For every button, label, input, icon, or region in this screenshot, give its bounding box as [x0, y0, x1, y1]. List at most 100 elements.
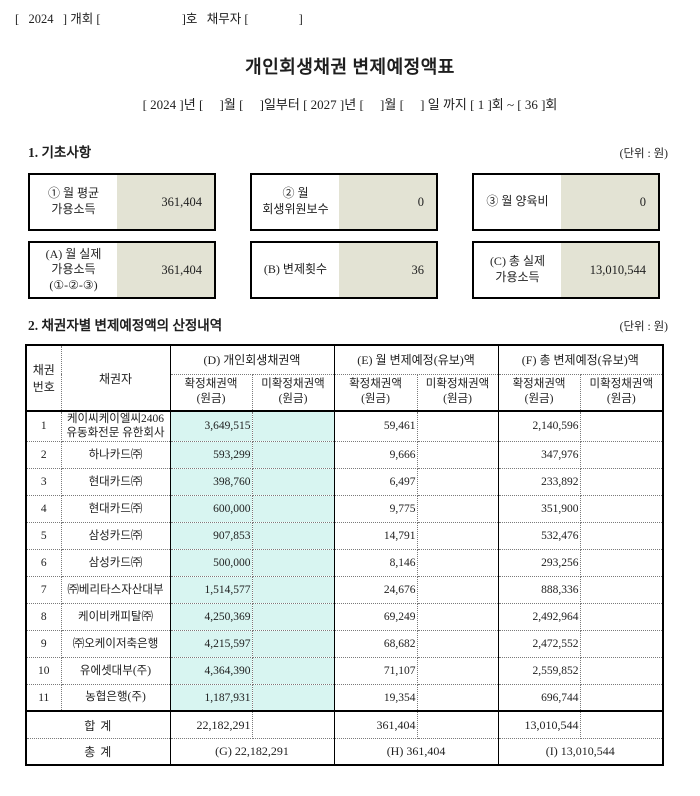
table-row: 2 하나카드㈜ 593,299 9,666 347,976 — [25, 440, 664, 469]
subtotal-d-unfixed — [251, 710, 335, 739]
field-value: 361,404 — [117, 243, 214, 297]
col-creditor: 채권자 — [60, 344, 171, 412]
col-e-fixed: 확정채권액 (원금) — [333, 373, 418, 412]
e-unfixed-cell — [416, 629, 499, 658]
grand-total-d: (G) 22,182,291 — [169, 737, 335, 766]
e-unfixed-cell — [416, 467, 499, 496]
section1-header: 1. 기초사항 (단위 : 원) — [28, 141, 668, 161]
field-value: 36 — [339, 243, 436, 297]
table-row: 8 케이비캐피탈㈜ 4,250,369 69,249 2,492,964 — [25, 602, 664, 631]
section2-title: 2. 채권자별 변제예정액의 산정내역 — [28, 318, 223, 333]
field-value: 0 — [561, 175, 658, 229]
col-claim-no: 채권 번호 — [25, 344, 62, 412]
field-value: 361,404 — [117, 175, 214, 229]
table-row: 11 농협은행(주) 1,187,931 19,354 696,744 — [25, 683, 664, 712]
f-unfixed-cell — [579, 494, 664, 523]
f-unfixed-cell — [579, 440, 664, 469]
grand-total-row: 총 계 (G) 22,182,291 (H) 361,404 (I) 13,01… — [25, 737, 664, 766]
creditor-cell: 삼성카드㈜ — [60, 521, 171, 550]
basics-grid: ① 월 평균 가용소득 361,404 ② 월 회생위원보수 0 ③ 월 양육비… — [28, 173, 700, 299]
table-body: 1 케이씨케이엘씨2406유동화전문 유한회사 3,649,515 59,461 2,1… — [25, 410, 664, 712]
e-fixed-cell: 8,146 — [333, 548, 418, 577]
section2-unit-note: (단위 : 원) — [619, 321, 668, 333]
d-unfixed-cell — [251, 548, 335, 577]
e-unfixed-cell — [416, 575, 499, 604]
d-fixed-cell: 500,000 — [169, 548, 253, 577]
e-fixed-cell: 19,354 — [333, 683, 418, 712]
creditor-cell: ㈜오케이저축은행 — [60, 629, 171, 658]
f-fixed-cell: 532,476 — [497, 521, 581, 550]
subtotal-e-unfixed — [416, 710, 499, 739]
subtotal-f-fixed: 13,010,544 — [497, 710, 581, 739]
f-unfixed-cell — [579, 521, 664, 550]
d-fixed-cell: 4,364,390 — [169, 656, 253, 685]
table-header-group-row: 채권 번호 채권자 (D) 개인회생채권액 (E) 월 변제예정(유보)액 (F… — [25, 344, 664, 412]
d-fixed-cell: 1,514,577 — [169, 575, 253, 604]
col-d-unfixed: 미확정채권액 (원금) — [251, 373, 335, 412]
grand-total-e: (H) 361,404 — [333, 737, 499, 766]
f-fixed-cell: 2,140,596 — [497, 410, 581, 442]
table-header-sub-row: 확정채권액 (원금) 미확정채권액 (원금) 확정채권액 (원금) 미확정채권액… — [26, 373, 664, 412]
field-label: ② 월 회생위원보수 — [262, 186, 329, 216]
d-unfixed-cell — [251, 521, 335, 550]
e-fixed-cell: 14,791 — [333, 521, 418, 550]
d-fixed-cell: 4,215,597 — [169, 629, 253, 658]
table-row: 6 삼성카드㈜ 500,000 8,146 293,256 — [25, 548, 664, 577]
field-label: ① 월 평균 가용소득 — [47, 186, 100, 216]
subtotal-label: 합 계 — [25, 710, 171, 739]
table-row: 5 삼성카드㈜ 907,853 14,791 532,476 — [25, 521, 664, 550]
table-row: 10 유에셋대부(주) 4,364,390 71,107 2,559,852 — [25, 656, 664, 685]
table-row: 3 현대카드㈜ 398,760 6,497 233,892 — [25, 467, 664, 496]
d-fixed-cell: 593,299 — [169, 440, 253, 469]
f-unfixed-cell — [579, 656, 664, 685]
subtotal-d-fixed: 22,182,291 — [169, 710, 253, 739]
col-f-unfixed: 미확정채권액 (원금) — [579, 373, 664, 412]
claim-no-cell: 3 — [25, 467, 62, 496]
d-fixed-cell: 907,853 — [169, 521, 253, 550]
f-fixed-cell: 347,976 — [497, 440, 581, 469]
f-unfixed-cell — [579, 602, 664, 631]
e-unfixed-cell — [416, 656, 499, 685]
f-fixed-cell: 2,492,964 — [497, 602, 581, 631]
f-unfixed-cell — [579, 683, 664, 712]
subtotal-row: 합 계 22,182,291 361,404 13,010,544 — [25, 710, 664, 739]
col-group-e: (E) 월 변제예정(유보)액 — [333, 344, 499, 375]
grand-total-label: 총 계 — [25, 737, 171, 766]
subtotal-f-unfixed — [579, 710, 664, 739]
table-row: 9 ㈜오케이저축은행 4,215,597 68,682 2,472,552 — [25, 629, 664, 658]
col-d-fixed: 확정채권액 (원금) — [169, 373, 253, 412]
f-fixed-cell: 888,336 — [497, 575, 581, 604]
table-row: 4 현대카드㈜ 600,000 9,775 351,900 — [25, 494, 664, 523]
claim-no-cell: 1 — [25, 410, 62, 442]
field-total-actual-income: (C) 총 실제 가용소득 13,010,544 — [472, 241, 660, 299]
e-fixed-cell: 69,249 — [333, 602, 418, 631]
d-fixed-cell: 4,250,369 — [169, 602, 253, 631]
subtotal-e-fixed: 361,404 — [333, 710, 418, 739]
section1-title: 1. 기초사항 — [28, 145, 92, 160]
e-unfixed-cell — [416, 521, 499, 550]
d-fixed-cell: 398,760 — [169, 467, 253, 496]
creditor-cell: 현대카드㈜ — [60, 494, 171, 523]
field-actual-monthly-income: (A) 월 실제 가용소득 (①-②-③) 361,404 — [28, 241, 216, 299]
field-repayment-count: (B) 변제횟수 36 — [250, 241, 438, 299]
d-unfixed-cell — [251, 440, 335, 469]
repayment-period-line: [ 2024 ]년 [ ]월 [ ]일부터 [ 2027 ]년 [ ]월 [ ]… — [142, 97, 558, 112]
e-fixed-cell: 68,682 — [333, 629, 418, 658]
f-fixed-cell: 696,744 — [497, 683, 581, 712]
d-fixed-cell: 3,649,515 — [169, 410, 253, 442]
case-number-line: [ 2024 ] 개회 [ ]호 채무자 [ ] — [15, 12, 303, 26]
f-unfixed-cell — [579, 548, 664, 577]
d-unfixed-cell — [251, 629, 335, 658]
f-fixed-cell: 351,900 — [497, 494, 581, 523]
f-fixed-cell: 233,892 — [497, 467, 581, 496]
claim-no-cell: 11 — [25, 683, 62, 712]
f-unfixed-cell — [579, 467, 664, 496]
field-value: 0 — [339, 175, 436, 229]
table-row: 7 ㈜베리타스자산대부 1,514,577 24,676 888,336 — [25, 575, 664, 604]
field-monthly-trustee-fee: ② 월 회생위원보수 0 — [250, 173, 438, 231]
e-unfixed-cell — [416, 410, 499, 442]
claim-no-cell: 10 — [25, 656, 62, 685]
field-monthly-childcare: ③ 월 양육비 0 — [472, 173, 660, 231]
claim-no-cell: 7 — [25, 575, 62, 604]
repayment-table: 채권 번호 채권자 (D) 개인회생채권액 (E) 월 변제예정(유보)액 (F… — [25, 344, 665, 767]
